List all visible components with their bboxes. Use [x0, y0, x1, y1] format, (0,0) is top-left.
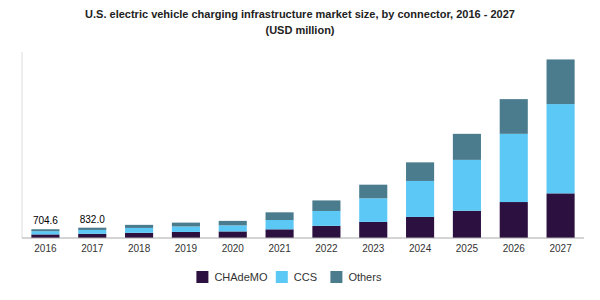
legend: CHAdeMO CCS Others	[196, 271, 382, 283]
annotation: 704.6	[33, 215, 58, 226]
x-tick-label: 2024	[409, 243, 432, 254]
bar-segment	[453, 160, 481, 211]
bar-segment	[547, 59, 575, 104]
chart-container: U.S. electric vehicle charging infrastru…	[0, 0, 600, 300]
bar-segment	[359, 222, 387, 238]
bar-segment	[78, 234, 106, 238]
bar-segment	[406, 162, 434, 181]
bar-segment	[359, 185, 387, 199]
x-tick-label: 2027	[549, 243, 572, 254]
bar-segment	[500, 134, 528, 202]
x-tick-label: 2021	[268, 243, 291, 254]
bar-segment	[266, 212, 294, 220]
bar-segment	[78, 228, 106, 230]
x-tick-label: 2022	[315, 243, 338, 254]
bar-segment	[547, 193, 575, 238]
bar-segment	[453, 134, 481, 160]
y-range-line	[22, 52, 23, 238]
chart-svg: U.S. electric vehicle charging infrastru…	[0, 0, 600, 300]
bar-segment	[31, 229, 59, 231]
legend-swatch	[196, 271, 208, 283]
bar-segment	[31, 231, 59, 234]
x-tick-label: 2016	[34, 243, 57, 254]
bar-segment	[219, 221, 247, 225]
bars	[31, 59, 574, 238]
bar-segment	[453, 211, 481, 238]
bar-segment	[219, 225, 247, 231]
x-tick-label: 2019	[175, 243, 198, 254]
bar-segment	[172, 223, 200, 227]
legend-swatch	[330, 271, 342, 283]
bar-segment	[125, 225, 153, 228]
bar-segment	[125, 233, 153, 238]
bar-segment	[172, 232, 200, 238]
x-tick-label: 2023	[362, 243, 385, 254]
bar-segment	[406, 217, 434, 238]
title: U.S. electric vehicle charging infrastru…	[85, 8, 515, 20]
bar-segment	[359, 198, 387, 222]
bar-segment	[500, 202, 528, 238]
bar-segment	[266, 220, 294, 229]
bar-segment	[78, 230, 106, 234]
bar-segment	[312, 200, 340, 211]
bar-segment	[172, 226, 200, 231]
bar-segment	[547, 104, 575, 193]
x-tick-label: 2018	[128, 243, 151, 254]
legend-label: CCS	[294, 271, 317, 283]
bar-segment	[312, 211, 340, 226]
bar-segment	[266, 229, 294, 238]
x-tick-label: 2017	[81, 243, 104, 254]
bar-segment	[500, 99, 528, 134]
annotation: 832.0	[80, 214, 105, 225]
subtitle: (USD million)	[265, 24, 334, 36]
bar-segment	[219, 231, 247, 238]
x-tick-label: 2020	[222, 243, 245, 254]
x-tick-label: 2026	[503, 243, 526, 254]
bar-segment	[406, 181, 434, 217]
bar-segment	[125, 228, 153, 233]
bar-segment	[31, 234, 59, 238]
legend-label: Others	[348, 271, 382, 283]
legend-label: CHAdeMO	[214, 271, 268, 283]
x-axis-line	[22, 238, 584, 239]
x-tick-label: 2025	[456, 243, 479, 254]
bar-segment	[312, 226, 340, 238]
legend-swatch	[276, 271, 288, 283]
